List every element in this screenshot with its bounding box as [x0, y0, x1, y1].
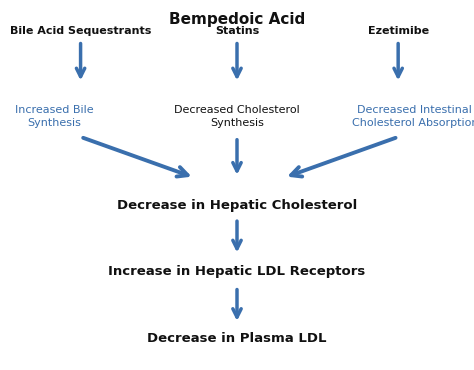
- Text: Ezetimibe: Ezetimibe: [368, 26, 428, 37]
- Text: Bile Acid Sequestrants: Bile Acid Sequestrants: [10, 26, 151, 37]
- Text: Bempedoic Acid: Bempedoic Acid: [169, 12, 305, 27]
- Text: Increased Bile
Synthesis: Increased Bile Synthesis: [15, 105, 94, 128]
- Text: Decrease in Hepatic Cholesterol: Decrease in Hepatic Cholesterol: [117, 199, 357, 212]
- Text: Decreased Cholesterol
Synthesis: Decreased Cholesterol Synthesis: [174, 105, 300, 128]
- Text: Statins: Statins: [215, 26, 259, 37]
- Text: Increase in Hepatic LDL Receptors: Increase in Hepatic LDL Receptors: [109, 265, 365, 279]
- Text: Decrease in Plasma LDL: Decrease in Plasma LDL: [147, 332, 327, 345]
- Text: Decreased Intestinal
Cholesterol Absorption: Decreased Intestinal Cholesterol Absorpt…: [352, 105, 474, 128]
